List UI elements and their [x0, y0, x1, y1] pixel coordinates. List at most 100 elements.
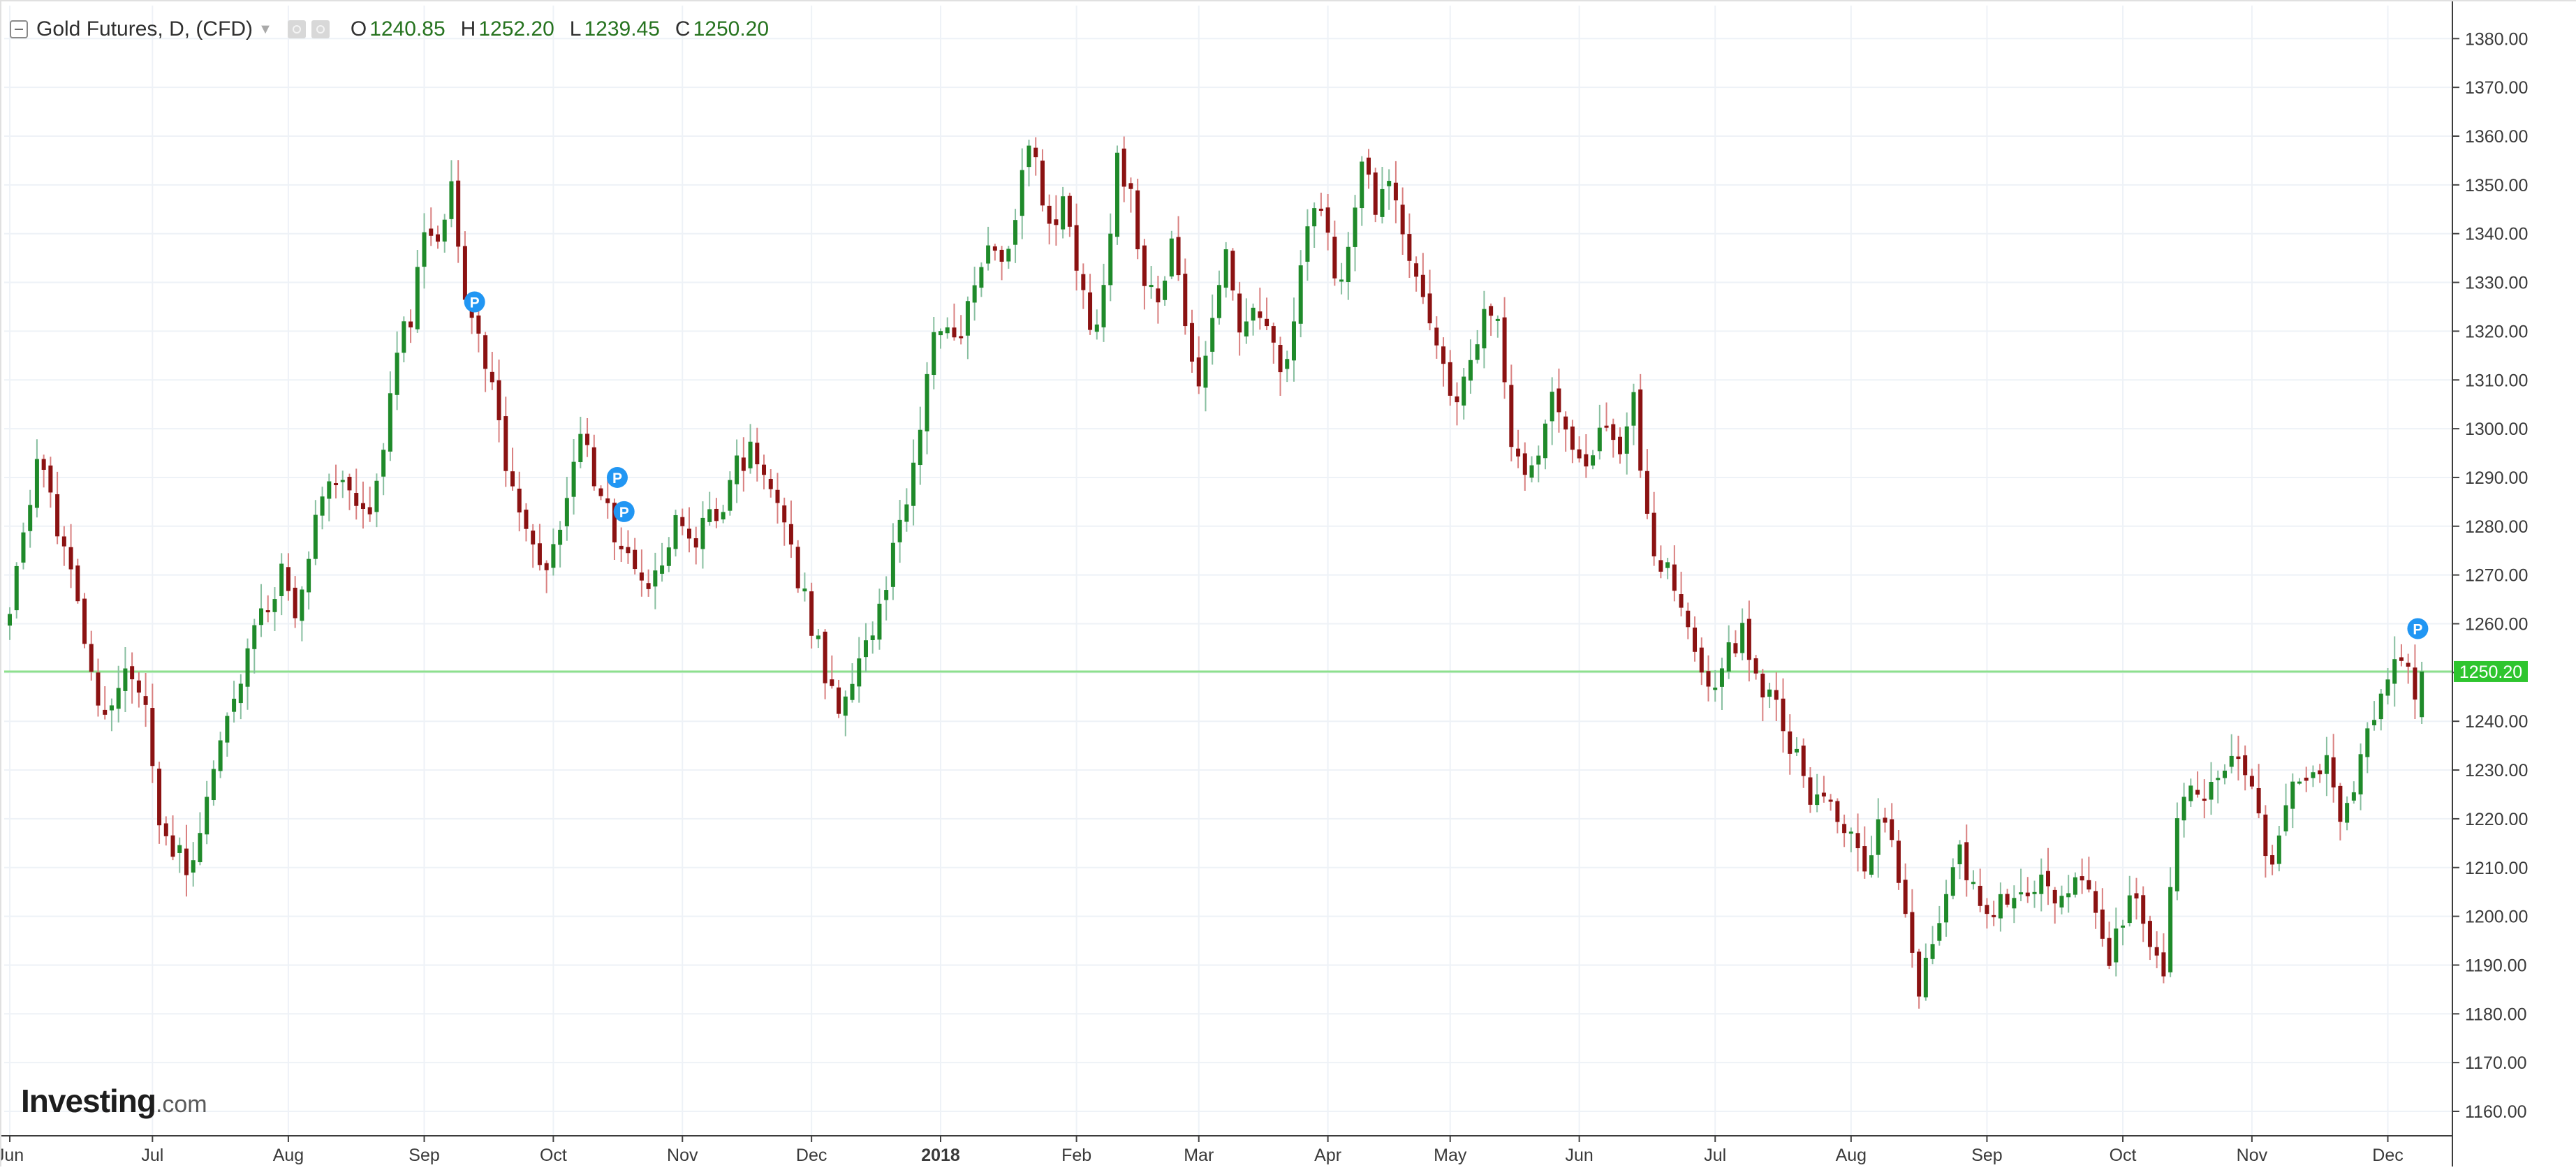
candle-body	[735, 455, 739, 484]
candle-body	[1631, 392, 1636, 426]
event-marker: P	[606, 466, 628, 488]
candle	[1883, 808, 1887, 833]
candle-body	[1013, 220, 1018, 245]
candle	[700, 501, 705, 569]
y-tick-label: 1230.00	[2465, 761, 2528, 780]
candle-body	[1346, 246, 1350, 282]
y-tick-label: 1380.00	[2465, 29, 2528, 49]
candle	[1420, 253, 1425, 304]
candle	[1360, 156, 1364, 226]
candle	[952, 303, 957, 341]
candle	[2216, 770, 2221, 804]
collapse-legend-icon[interactable]	[10, 20, 28, 38]
candle	[1367, 149, 1371, 189]
candle	[1149, 266, 1154, 299]
candle-body	[1434, 327, 1439, 346]
candle	[524, 503, 529, 542]
candle-body	[1251, 307, 1256, 321]
candle	[1611, 418, 1616, 458]
candle-body	[802, 588, 807, 592]
candle-body	[728, 480, 733, 511]
candle-body	[1088, 292, 1093, 330]
candle	[429, 207, 434, 246]
candle	[1944, 880, 1949, 937]
candle-body	[300, 589, 304, 621]
candle	[89, 630, 94, 681]
candle	[82, 593, 87, 649]
candle	[211, 760, 216, 806]
candle-body	[1971, 882, 1975, 884]
candle	[2188, 778, 2193, 807]
candle-body	[823, 631, 827, 683]
y-tick-label: 1160.00	[2465, 1102, 2527, 1122]
candle	[2202, 779, 2207, 819]
candle-body	[2019, 892, 2024, 895]
candle	[157, 762, 162, 844]
candle	[2318, 764, 2323, 783]
candle	[1427, 269, 1432, 331]
candle-body	[1291, 321, 1296, 361]
candle-body	[837, 687, 841, 714]
candle	[1835, 798, 1840, 834]
candle	[1767, 683, 1772, 709]
marker-label: P	[2413, 621, 2422, 637]
candle	[2413, 644, 2417, 719]
candle-body	[307, 558, 311, 593]
candle-body	[2378, 693, 2383, 720]
candle-body	[2243, 755, 2248, 776]
x-tick-label: Jun	[0, 1146, 24, 1165]
candle-body	[89, 644, 94, 672]
x-tick-label: Nov	[667, 1146, 698, 1165]
candle	[2338, 783, 2343, 841]
last-price-tag	[2454, 660, 2528, 682]
candle-body	[1591, 455, 1596, 466]
candle	[334, 464, 339, 498]
candle-body	[320, 496, 325, 516]
y-tick-label: 1320.00	[2465, 322, 2528, 341]
candle-body	[755, 443, 760, 465]
candle-body	[1414, 263, 1419, 277]
x-tick-label: Aug	[1836, 1146, 1867, 1165]
candle	[1781, 678, 1786, 753]
candle-body	[1081, 274, 1086, 290]
candle-body	[476, 315, 481, 334]
candle	[2046, 847, 2050, 905]
candle	[660, 542, 665, 582]
candle-body	[2052, 889, 2057, 904]
candle-body	[2134, 893, 2139, 899]
candle-body	[34, 459, 39, 508]
candle-body	[680, 517, 685, 526]
candle-body	[68, 547, 73, 570]
candle	[409, 309, 413, 343]
candle-body	[843, 696, 848, 716]
candle-body	[232, 698, 237, 712]
candle	[884, 576, 889, 621]
candle-body	[82, 598, 87, 644]
gear-icon[interactable]	[311, 20, 330, 38]
candle-body	[2365, 728, 2370, 757]
candle-body	[48, 465, 53, 493]
x-tick-label: Jul	[141, 1146, 163, 1165]
candle	[816, 628, 820, 649]
candle-body	[1360, 161, 1364, 209]
candle-body	[462, 246, 467, 300]
x-tick-label: Jul	[1704, 1146, 1726, 1165]
candle	[96, 658, 101, 717]
candle-body	[1855, 833, 1860, 849]
candle-body	[585, 434, 590, 445]
candle	[1142, 239, 1147, 310]
candle-body	[1285, 359, 1290, 369]
candle	[2270, 845, 2275, 875]
candle-body	[279, 563, 284, 596]
settings-icon[interactable]	[287, 20, 306, 38]
candle-body	[932, 332, 936, 376]
x-tick-label: Mar	[1184, 1146, 1214, 1165]
candle-body	[2311, 772, 2316, 778]
candle	[2147, 915, 2152, 961]
chevron-down-icon[interactable]: ▼	[258, 21, 272, 37]
candle-body	[1026, 145, 1031, 168]
candle-body	[2263, 814, 2268, 857]
candle	[1291, 297, 1296, 382]
